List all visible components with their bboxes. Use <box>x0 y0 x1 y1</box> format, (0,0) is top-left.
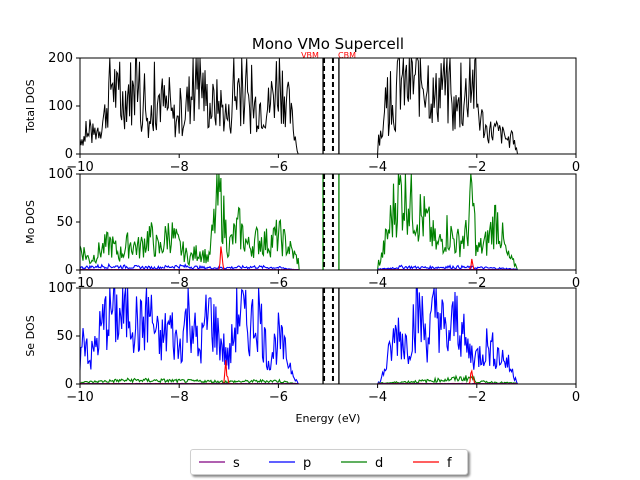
series-d-line <box>79 173 576 271</box>
series-p-line <box>79 287 576 385</box>
y-tick-label: 100 <box>48 167 73 182</box>
x-tick-label: −6 <box>269 390 288 405</box>
x-tick-label: −2 <box>467 276 486 291</box>
series-total-line <box>79 57 576 155</box>
y-axis-label: Total DOS <box>24 79 37 133</box>
x-tick-label: 0 <box>572 390 580 405</box>
y-tick-label: 0 <box>65 147 73 162</box>
x-tick-label: −8 <box>170 160 189 175</box>
y-tick-label: 0 <box>65 377 73 392</box>
x-tick-label: −2 <box>467 390 486 405</box>
legend-label-f: f <box>447 456 452 471</box>
cbm-marker-label: CBM <box>338 51 356 60</box>
series-d-line <box>79 374 576 385</box>
legend-label-s: s <box>233 456 240 471</box>
x-axis-label: Energy (eV) <box>296 412 361 425</box>
panel-2: 0 50 100 −10 −8 −6 −4 −2 0 Mo DOS <box>24 167 580 291</box>
x-tick-label: −4 <box>368 160 387 175</box>
chart-title: Mono VMo Supercell <box>252 35 404 53</box>
y-tick-label: 0 <box>65 263 73 278</box>
x-tick-label: 0 <box>572 160 580 175</box>
x-tick-label: −6 <box>269 276 288 291</box>
x-tick-label: −4 <box>368 276 387 291</box>
y-tick-label: 50 <box>56 215 73 230</box>
x-tick-label: −2 <box>467 160 486 175</box>
y-tick-label: 100 <box>48 281 73 296</box>
x-tick-label: −6 <box>269 160 288 175</box>
y-tick-label: 50 <box>56 329 73 344</box>
y-tick-label: 200 <box>48 51 73 66</box>
panel-3: 0 50 100 −10 −8 −6 −4 −2 0 Se DOS <box>24 281 580 405</box>
x-tick-label: −8 <box>170 390 189 405</box>
x-tick-label: −4 <box>368 390 387 405</box>
y-axis-label: Se DOS <box>24 315 37 356</box>
vbm-marker-label: VBM <box>301 51 319 60</box>
panel-1: 0 100 200 −10 −8 −6 −4 −2 0 Total DOS <box>24 51 580 175</box>
x-tick-label: −8 <box>170 276 189 291</box>
y-axis-label: Mo DOS <box>24 200 37 244</box>
x-tick-label: −10 <box>66 160 93 175</box>
panel-frame <box>79 287 577 385</box>
x-tick-label: −10 <box>66 276 93 291</box>
legend-label-d: d <box>375 456 383 471</box>
x-tick-label: −10 <box>66 390 93 405</box>
x-tick-label: 0 <box>572 276 580 291</box>
legend-label-p: p <box>303 456 311 471</box>
y-tick-label: 100 <box>48 99 73 114</box>
